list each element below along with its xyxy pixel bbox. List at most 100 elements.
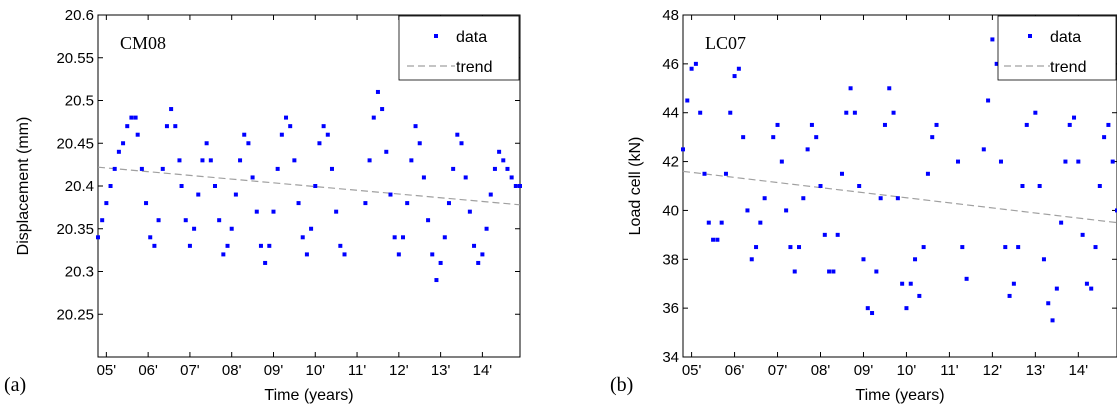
data-point [1076, 159, 1081, 164]
data-point [852, 110, 857, 115]
data-point [745, 208, 750, 213]
data-point [363, 201, 368, 206]
data-point [1050, 318, 1055, 323]
data-point [338, 243, 343, 248]
data-point [689, 66, 694, 71]
data-point [125, 124, 130, 129]
data-point [135, 132, 140, 137]
y-tick-label: 20.25 [56, 306, 94, 323]
data-point [430, 252, 435, 257]
data-point [788, 245, 793, 250]
data-point [960, 245, 965, 250]
data-point [208, 158, 213, 163]
data-point [861, 257, 866, 262]
data-point [1059, 220, 1064, 225]
data-point [156, 218, 161, 223]
data-point [455, 132, 460, 137]
panel-b: 05' 06' 07' 08' 09' 10' 11' 12' 13' 14' 34 36 38 40 4… [610, 7, 1117, 404]
data-point [706, 220, 711, 225]
data-point [964, 276, 969, 281]
data-point [438, 260, 443, 265]
data-point [279, 132, 284, 137]
data-point [467, 209, 472, 214]
y-tick-label: 20.4 [65, 178, 94, 195]
x-tick-label: 08' [222, 362, 242, 379]
data-point [152, 243, 157, 248]
data-point [878, 196, 883, 201]
data-point [719, 220, 724, 225]
data-point [1011, 281, 1016, 286]
data-point [513, 184, 518, 188]
data-point [835, 232, 840, 237]
data-point [367, 158, 372, 163]
data-point [1007, 293, 1012, 298]
data-point [904, 306, 909, 311]
data-point [925, 171, 930, 176]
y-axis-label-a: Displacement (mm) [15, 117, 32, 256]
data-point [317, 141, 322, 146]
x-tick-label: 10' [897, 362, 917, 379]
data-point [1041, 257, 1046, 262]
data-point [246, 141, 251, 146]
data-point [401, 235, 406, 240]
data-point [1102, 135, 1107, 140]
y-tick-label: 20.6 [65, 7, 94, 24]
data-point [325, 132, 330, 137]
data-point [100, 218, 105, 223]
data-point [874, 269, 879, 274]
data-point [144, 201, 149, 206]
x-tick-label: 06' [138, 362, 158, 379]
data-point [732, 74, 737, 79]
data-point [217, 218, 222, 223]
y-axis-label-b: Load cell (kN) [627, 137, 644, 236]
data-point [313, 184, 318, 188]
data-point [822, 232, 827, 237]
data-point [488, 192, 493, 197]
data-point [250, 175, 255, 180]
data-point [818, 184, 823, 188]
x-axis-label-b: Time (years) [855, 387, 944, 404]
y-tick-label: 44 [662, 105, 679, 122]
data-point [723, 171, 728, 176]
y-ticks-a: 20.25 20.3 20.35 20.4 20.45 20.5 20.55 20.6 [56, 7, 520, 323]
data-point [183, 218, 188, 223]
data-point [426, 218, 431, 223]
data-point [300, 235, 305, 240]
data-point [258, 243, 263, 248]
data-point [956, 159, 961, 164]
y-tick-label: 42 [662, 154, 679, 171]
data-point [1054, 286, 1059, 291]
y-tick-label: 40 [662, 202, 679, 219]
legend-label-trend-b: trend [1050, 59, 1086, 76]
data-point [998, 159, 1003, 164]
data-point [702, 171, 707, 176]
data-point [292, 158, 297, 163]
data-point [164, 124, 169, 129]
data-point [698, 110, 703, 115]
data-point [212, 184, 217, 188]
data-point [263, 260, 268, 265]
data-point [809, 122, 814, 127]
data-point [179, 184, 184, 188]
data-point [895, 196, 900, 201]
y-tick-label: 20.5 [65, 93, 94, 110]
data-point [225, 243, 230, 248]
data-point [451, 166, 456, 171]
data-point [463, 175, 468, 180]
y-tick-label: 48 [662, 7, 679, 24]
x-axis-label-a: Time (years) [264, 387, 353, 404]
data-point [831, 269, 836, 274]
data-point [784, 208, 789, 213]
data-point [497, 149, 502, 154]
data-point [882, 122, 887, 127]
data-point [1033, 110, 1038, 115]
x-tick-label: 05' [682, 362, 702, 379]
x-tick-label: 12' [983, 362, 1003, 379]
data-point [805, 147, 810, 152]
data-point [1016, 245, 1021, 250]
y-tick-label: 20.45 [56, 135, 94, 152]
data-point [417, 141, 422, 146]
data-point [797, 245, 802, 250]
data-point [484, 226, 489, 231]
